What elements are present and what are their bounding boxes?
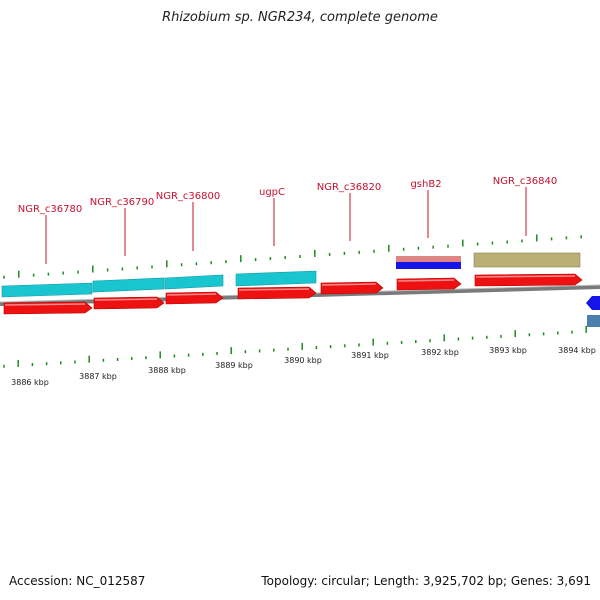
kbp-axis-label: 3892 kbp (421, 348, 459, 357)
genome-stats-label: Topology: circular; Length: 3,925,702 bp… (261, 574, 591, 588)
kbp-axis-label: 3889 kbp (215, 361, 253, 370)
kbp-axis-label: 3894 kbp (558, 346, 596, 355)
kbp-axis-label: 3893 kbp (489, 346, 527, 355)
gene-label: NGR_c36820 (317, 182, 382, 193)
gene-feature-teal (1, 282, 93, 298)
cds-arrow-highlight (238, 288, 310, 291)
cds-arrow-highlight (166, 293, 217, 296)
gene-feature-steelblue-edge (587, 315, 600, 327)
gene-label: NGR_c36780 (18, 204, 83, 215)
map-title: Rhizobium sp. NGR234, complete genome (162, 10, 438, 25)
gene-label: NGR_c36840 (493, 176, 558, 187)
accession-label: Accession: NC_012587 (9, 574, 146, 588)
gene-label: gshB2 (410, 179, 441, 190)
gene-label: ugpC (259, 187, 285, 198)
gene-label: NGR_c36790 (90, 197, 155, 208)
gene-feature-teal (235, 270, 317, 287)
cds-arrow-highlight (321, 283, 377, 286)
gene-feature-blue (396, 262, 461, 269)
gene-label: NGR_c36800 (156, 191, 221, 202)
kbp-axis-label: 3886 kbp (11, 378, 49, 387)
gene-feature-blue-edge (586, 296, 600, 310)
kbp-axis-label: 3890 kbp (284, 356, 322, 365)
cds-arrow-highlight (475, 275, 576, 278)
gene-feature-pink (396, 256, 461, 262)
kbp-axis-label: 3888 kbp (148, 366, 186, 375)
gene-feature-khaki (473, 252, 581, 268)
cds-arrow-highlight (4, 303, 86, 306)
kbp-axis-label: 3887 kbp (79, 372, 117, 381)
cds-arrow-highlight (94, 298, 158, 301)
kbp-axis-label: 3891 kbp (351, 351, 389, 360)
gene-feature-teal (164, 274, 224, 290)
gene-feature-teal (92, 277, 165, 293)
cds-arrow-highlight (397, 279, 455, 282)
